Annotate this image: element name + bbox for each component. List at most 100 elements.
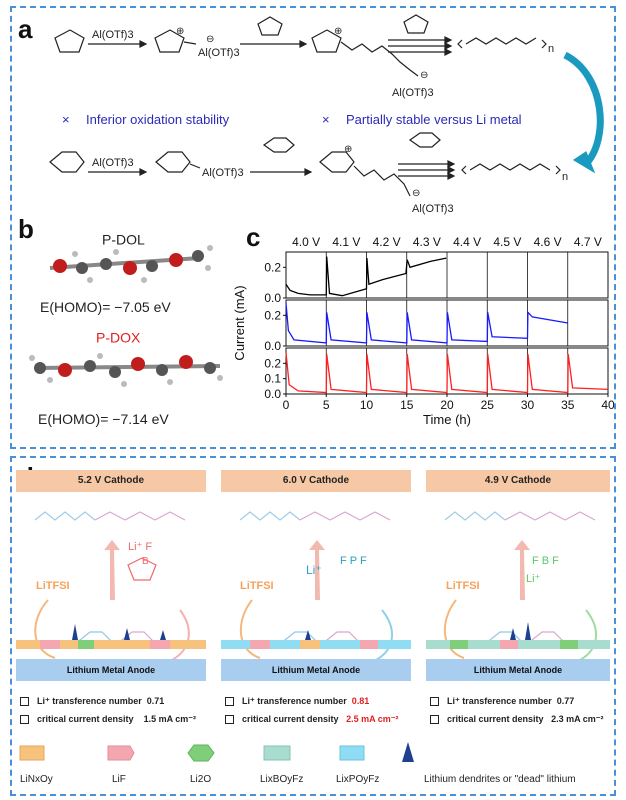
voltage-label: 4.5 V: [493, 235, 521, 249]
arrow-up-3: [514, 540, 530, 600]
legend-swatch-lif: [107, 745, 135, 761]
prop-value: 1.5 mA cm⁻²: [143, 714, 196, 724]
chain-end-label-2: Al(OTf)3: [412, 203, 454, 215]
y-tick-label: 0.2: [264, 356, 281, 370]
polymerization-scheme: Al(OTf)3 Al(OTf)3 ⊕ ⊖ ⊕ ⊖ Al(OTf)3 n Al(…: [49, 14, 604, 215]
current-series-1: [285, 256, 447, 297]
cross-icon-2: ×: [322, 112, 330, 127]
cathode-header-1: 5.2 V Cathode: [16, 470, 206, 492]
x-axis-label: Time (h): [423, 412, 471, 427]
x-tick-label: 10: [360, 398, 374, 412]
voltage-label: 4.1 V: [332, 235, 360, 249]
panel-b-letter: b: [18, 214, 34, 244]
salt-label-2: LiTFSI: [240, 580, 274, 592]
svg-text:B: B: [142, 556, 149, 567]
y-axis-label: Current (mA): [232, 285, 247, 360]
panel-a-letter: a: [18, 14, 33, 44]
prop-label: Li⁺ transference number: [242, 696, 347, 706]
prop-row-3b: critical current density 2.3 mA cm⁻²: [430, 714, 604, 725]
dendrite-3: [160, 630, 166, 640]
prop-value: 2.3 mA cm⁻²: [551, 714, 604, 724]
prop-value: 2.5 mA cm⁻²: [346, 714, 399, 724]
anode-label-1: Lithium Metal Anode: [16, 659, 206, 681]
salt-structure-3: F B F: [532, 555, 559, 567]
minus-sign-2: ⊖: [420, 70, 428, 81]
cross-icon-1: ×: [62, 112, 70, 127]
prop-row-3a: Li⁺ transference number 0.77: [430, 696, 574, 707]
checkbox-icon: [20, 697, 29, 707]
checkbox-icon: [430, 715, 439, 725]
cathode-header-3: 4.9 V Cathode: [426, 470, 610, 492]
prop-row-1a: Li⁺ transference number 0.71: [20, 696, 164, 707]
minus-sign-1: ⊖: [206, 34, 214, 45]
salt-label-1: LiTFSI: [36, 580, 70, 592]
repeat-n-2: n: [562, 171, 568, 183]
prop-row-2a: Li⁺ transference number 0.81: [225, 696, 369, 707]
al-label-2: Al(OTf)3: [202, 167, 244, 179]
checkbox-icon: [225, 697, 234, 707]
repeat-n-1: n: [548, 43, 554, 55]
legend-swatch-lixboyfz: [263, 745, 291, 761]
prop-value: 0.77: [556, 696, 575, 706]
pdol-title: P-DOL: [102, 231, 145, 247]
arrow-up-2: [309, 540, 325, 600]
cathode-header-2: 6.0 V Cathode: [221, 470, 411, 492]
y-tick-label: 0.2: [264, 308, 281, 322]
legend-swatch-dendrite: [402, 742, 414, 762]
chain-end-label-1: Al(OTf)3: [392, 87, 434, 99]
prop-value: 0.81: [351, 696, 370, 706]
legend-swatch-lixpoyfz: [339, 745, 365, 761]
y-tick-label: 0.0: [264, 339, 281, 353]
prop-label: critical current density: [37, 714, 134, 724]
legend-swatch-linxoy: [19, 745, 45, 761]
prop-label: critical current density: [242, 714, 339, 724]
svg-text:Li⁺: Li⁺: [526, 573, 541, 585]
x-tick-label: 25: [481, 398, 495, 412]
legend-swatches: [19, 742, 414, 762]
sei-layer-2: [221, 640, 411, 649]
x-tick-label: 40: [601, 398, 614, 412]
current-series-3: [285, 352, 609, 394]
anode-label-2: Lithium Metal Anode: [221, 659, 411, 681]
prop-value: 0.71: [146, 696, 165, 706]
salt-structure-2: Li⁺: [306, 563, 322, 577]
minus-sign-3: ⊖: [412, 188, 420, 199]
panel-c-letter: c: [246, 222, 261, 252]
pdox-homo: E(HOMO)= −7.14 eV: [38, 411, 169, 427]
arrow-up-1: [104, 540, 120, 600]
checkbox-icon: [430, 697, 439, 707]
voltage-label: 4.4 V: [453, 235, 481, 249]
voltage-label: 4.0 V: [292, 235, 320, 249]
y-tick-label: 0.2: [264, 260, 281, 274]
checkbox-icon: [20, 715, 29, 725]
molecule-models: P-DOL E(HOMO)= −7.05 eV P-DOX E(HOMO)= −…: [29, 231, 223, 427]
legend-label-lif: LiF: [112, 774, 126, 785]
note-oxidation: Inferior oxidation stability: [86, 112, 230, 127]
y-tick-label: 0.1: [264, 372, 281, 386]
anode-label-3: Lithium Metal Anode: [426, 659, 610, 681]
y-tick-label: 0.0: [264, 387, 281, 401]
pdol-model: [49, 245, 213, 283]
dendrite-6: [525, 622, 531, 640]
legend-label-dendrite: Lithium dendrites or "dead" lithium: [424, 774, 576, 785]
x-tick-label: 30: [521, 398, 535, 412]
sei-layer-1: [16, 640, 206, 649]
al-label-1: Al(OTf)3: [198, 47, 240, 59]
prop-label: critical current density: [447, 714, 544, 724]
x-tick-label: 15: [400, 398, 414, 412]
plus-sign-1: ⊕: [176, 26, 184, 37]
salt-structure-1: Li⁺ F: [128, 541, 152, 553]
plus-sign-2: ⊕: [334, 26, 342, 37]
dendrite-1: [72, 624, 78, 640]
voltage-label: 4.7 V: [574, 235, 602, 249]
dendrite-2: [124, 628, 130, 640]
current-series-2: [285, 303, 568, 344]
plus-sign-3: ⊕: [344, 144, 352, 155]
voltage-label: 4.2 V: [373, 235, 401, 249]
voltage-label: 4.3 V: [413, 235, 441, 249]
y-tick-label: 0.0: [264, 291, 281, 305]
x-tick-label: 20: [440, 398, 454, 412]
dendrite-4: [305, 630, 311, 640]
note-li-metal: Partially stable versus Li metal: [346, 112, 522, 127]
prop-row-2b: critical current density 2.5 mA cm⁻²: [225, 714, 399, 725]
